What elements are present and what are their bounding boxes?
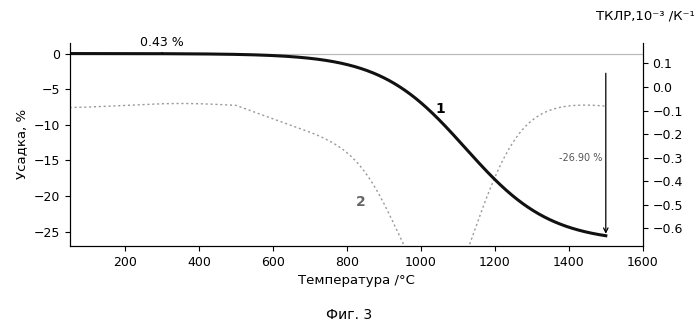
Text: Фиг. 3: Фиг. 3 [326,308,372,322]
Text: 0.43 %: 0.43 % [140,36,184,49]
Text: 2: 2 [356,195,366,209]
Text: ТКЛР,10⁻³ /К⁻¹: ТКЛР,10⁻³ /К⁻¹ [596,10,695,23]
X-axis label: Температура /°С: Температура /°С [298,274,415,287]
Text: 1: 1 [436,102,445,116]
Y-axis label: Усадка, %: Усадка, % [15,109,28,179]
Text: -26.90 %: -26.90 % [558,153,602,162]
